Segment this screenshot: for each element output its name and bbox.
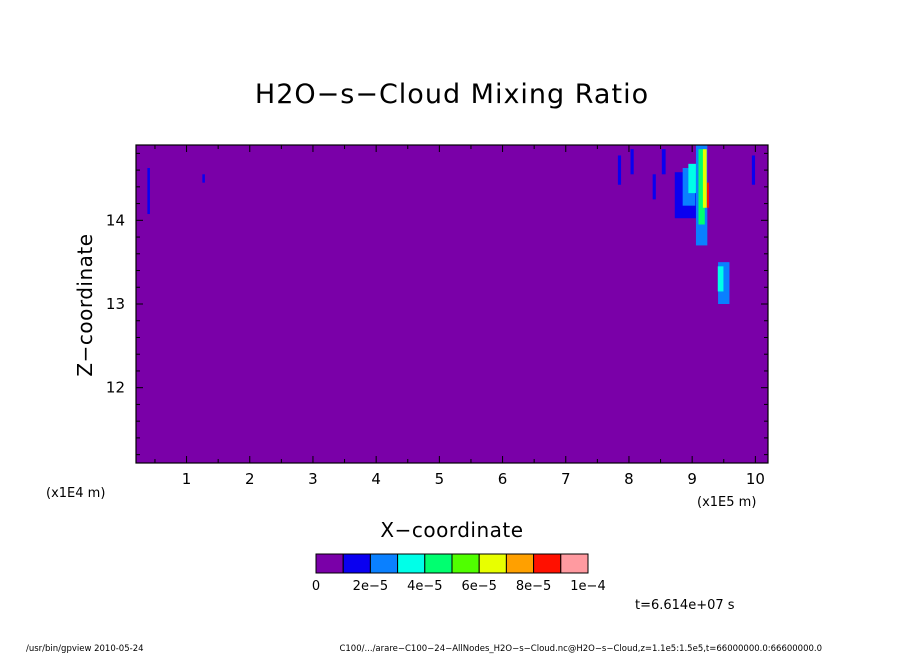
x-tick-label: 7 xyxy=(561,470,571,488)
colorbar-tick-label: 6e−5 xyxy=(461,579,496,594)
colorbar-tick-label: 2e−5 xyxy=(353,579,388,594)
colorbar-swatch xyxy=(451,553,480,574)
colorbar-swatch xyxy=(533,553,562,574)
y-axis: 12 13 14 xyxy=(106,152,768,456)
colorbar-swatch xyxy=(315,553,344,574)
heatmap-cell xyxy=(717,266,724,292)
y-scale-label: (x1E4 m) xyxy=(46,486,105,501)
colorbar-tick-label: 0 xyxy=(312,579,320,594)
chart-title: H2O−s−Cloud Mixing Ratio xyxy=(255,79,649,110)
heatmap-cell xyxy=(718,262,730,304)
heatmap-cell xyxy=(147,168,150,215)
colorbar-swatch xyxy=(478,553,507,574)
x-tick-label: 4 xyxy=(371,470,381,488)
heatmap-cell xyxy=(617,155,622,185)
y-tick-label: 14 xyxy=(106,211,125,229)
x-axis: 1 2 3 4 5 6 7 8 9 10 xyxy=(154,145,765,488)
footer-right: C100/.../arare−C100−24−AllNodes_H2O−s−Cl… xyxy=(339,644,822,654)
heatmap-cell xyxy=(707,182,709,208)
x-tick-label: 8 xyxy=(624,470,634,488)
heatmap-cell xyxy=(202,174,205,183)
colorbar-swatch xyxy=(369,553,399,574)
time-label: t=6.614e+07 s xyxy=(635,598,735,613)
heatmap-cell xyxy=(661,149,666,175)
heatmap-cell xyxy=(652,174,656,200)
colorbar-tick-label: 8e−5 xyxy=(516,579,551,594)
x-tick-label: 3 xyxy=(308,470,318,488)
colorbar-swatch xyxy=(397,553,426,574)
colorbar-swatch xyxy=(424,553,453,574)
heatmap-background xyxy=(136,145,768,463)
colorbar-swatch xyxy=(342,553,371,574)
colorbar-swatch xyxy=(505,553,535,574)
heatmap-cell xyxy=(630,149,634,175)
x-tick-label: 1 xyxy=(182,470,192,488)
y-tick-label: 13 xyxy=(106,295,125,313)
footer-left: /usr/bin/gpview 2010-05-24 xyxy=(26,644,144,654)
plot-area xyxy=(135,144,769,464)
colorbar-tick-label: 1e−4 xyxy=(570,579,605,594)
x-tick-label: 2 xyxy=(245,470,255,488)
heatmap-cell xyxy=(702,149,707,208)
x-tick-label: 6 xyxy=(498,470,508,488)
x-scale-label: (x1E5 m) xyxy=(697,495,756,510)
heatmap-cell xyxy=(751,155,756,185)
heatmap-cell xyxy=(688,163,696,194)
colorbar-tick-label: 4e−5 xyxy=(407,579,442,594)
colorbar xyxy=(315,553,589,574)
x-axis-label: X−coordinate xyxy=(380,518,523,542)
y-tick-label: 12 xyxy=(106,379,125,397)
x-tick-label: 10 xyxy=(746,470,765,488)
x-tick-label: 5 xyxy=(435,470,445,488)
y-axis-label: Z−coordinate xyxy=(73,233,97,376)
colorbar-labels: 0 2e−5 4e−5 6e−5 8e−5 1e−4 xyxy=(312,579,606,594)
x-tick-label: 9 xyxy=(687,470,697,488)
colorbar-swatch xyxy=(560,553,589,574)
heatmap-cell xyxy=(698,149,705,225)
